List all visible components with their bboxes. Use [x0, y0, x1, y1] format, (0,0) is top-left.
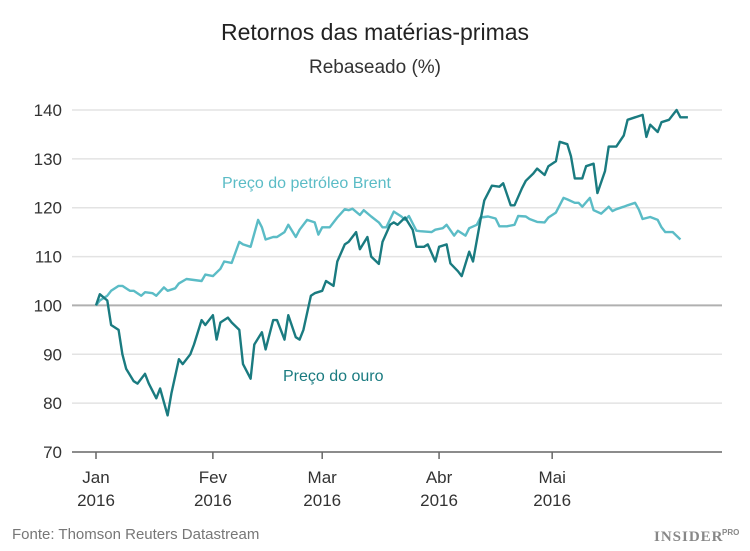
x-tick-year: 2016	[420, 491, 458, 510]
series-label-gold: Preço do ouro	[283, 368, 384, 385]
series-label-brent: Preço do petróleo Brent	[222, 175, 392, 192]
series-lines	[94, 108, 688, 417]
svg-text:PRO: PRO	[722, 528, 739, 537]
y-tick-label: 130	[34, 150, 62, 169]
y-tick-label: 140	[34, 101, 62, 120]
chart-subtitle: Rebaseado (%)	[309, 57, 441, 78]
y-tick-label: 70	[43, 443, 62, 462]
y-axis: 70 80 90 100 110 120 130 140	[34, 101, 62, 462]
y-tick-label: 110	[35, 248, 62, 267]
y-tick-label: 120	[34, 199, 62, 218]
x-tick-month: Mar	[308, 468, 338, 487]
y-tick-label: 90	[43, 345, 62, 364]
x-tick-year: 2016	[194, 491, 232, 510]
chart-title: Retornos das matérias-primas	[221, 19, 529, 45]
x-tick-month: Fev	[199, 468, 228, 487]
y-tick-label: 80	[43, 394, 62, 413]
x-tick-year: 2016	[77, 491, 115, 510]
x-tick-month: Mai	[538, 468, 565, 487]
series-line-brent	[95, 196, 682, 307]
source-note: Fonte: Thomson Reuters Datastream	[12, 526, 259, 543]
x-tick-year: 2016	[533, 491, 571, 510]
svg-text:INSIDER: INSIDER	[654, 529, 724, 545]
x-tick-year: 2016	[303, 491, 341, 510]
x-tick-month: Jan	[82, 468, 109, 487]
series-line-gold	[94, 108, 688, 417]
x-tick-month: Abr	[426, 468, 453, 487]
gridlines	[72, 109, 722, 453]
insider-pro-logo: INSIDER PRO	[654, 528, 739, 545]
y-tick-label: 100	[34, 296, 62, 315]
x-axis: Jan 2016 Fev 2016 Mar 2016 Abr 2016 Mai 2016	[77, 452, 571, 510]
